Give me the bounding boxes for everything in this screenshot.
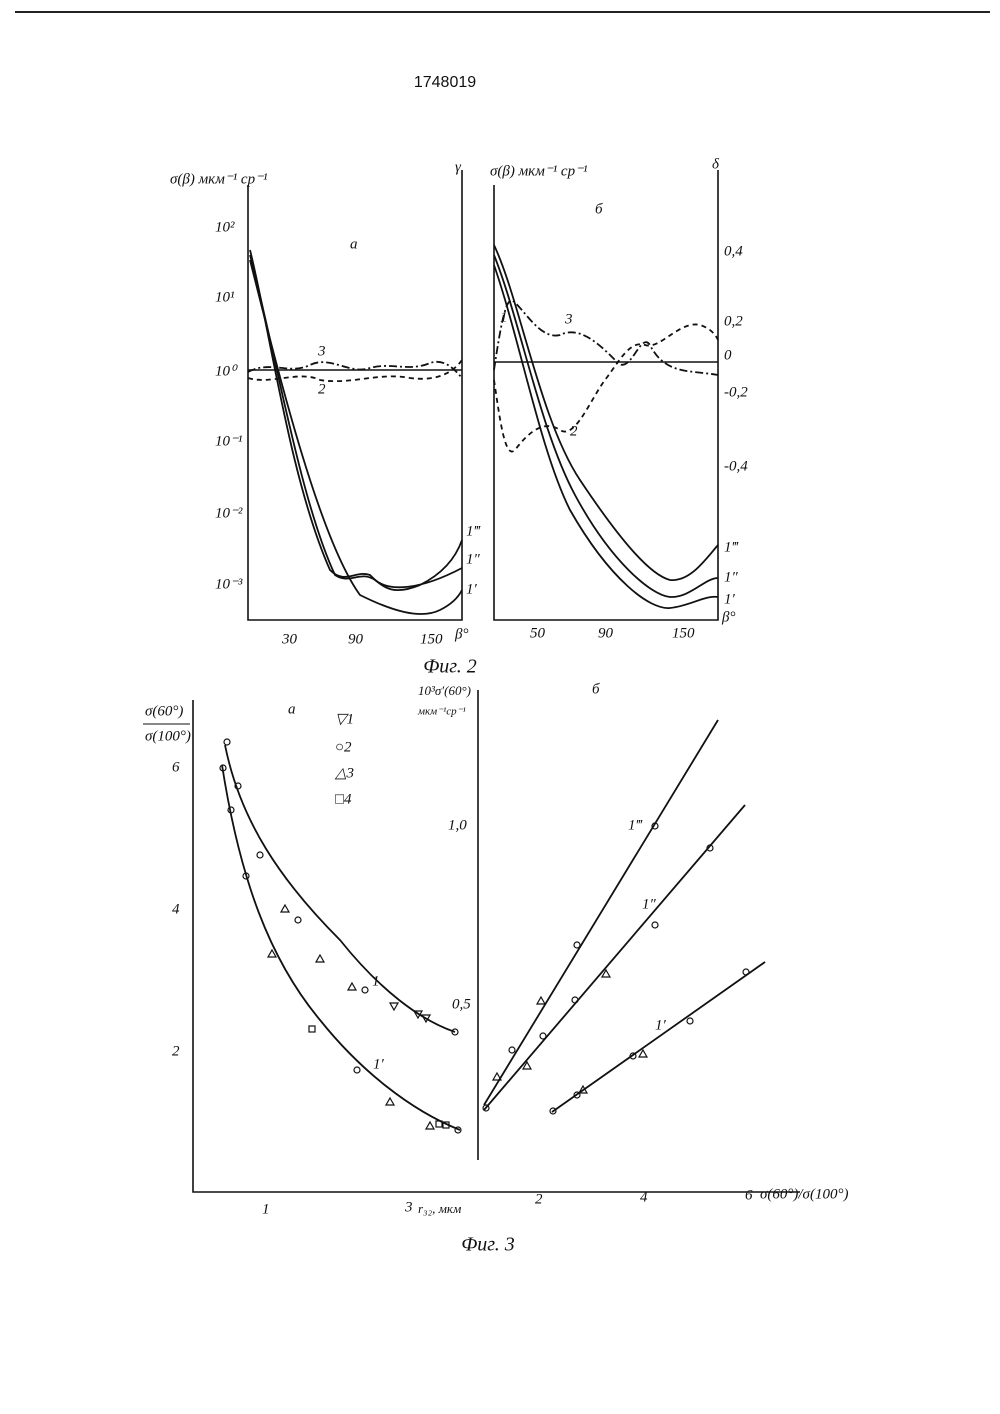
curve-label: 1‴ xyxy=(466,523,482,539)
figure-caption: Фиг. 3 xyxy=(461,1234,515,1256)
figure3-panel-a: σ(60°) σ(100°) а ▽1 ○2 △3 □4 6 4 2 1 3 r… xyxy=(143,700,800,1217)
y-label-top: σ(60°) xyxy=(145,703,183,719)
y2-tick-label: -0,2 xyxy=(724,384,748,400)
x-tick-label: 150 xyxy=(420,631,443,647)
x-label: β° xyxy=(721,609,735,625)
curve-label: 3 xyxy=(317,343,326,359)
curve xyxy=(222,765,460,1130)
x-tick-label: 1 xyxy=(262,1201,270,1217)
y-tick-label: 4 xyxy=(172,901,180,917)
y2-tick-label: -0,4 xyxy=(724,458,748,474)
x-tick-label: 4 xyxy=(640,1189,648,1205)
patent-number: 1748019 xyxy=(414,74,476,91)
figure-caption: Фиг. 2 xyxy=(423,656,477,678)
legend-entry: ○2 xyxy=(335,739,352,755)
y-tick-label: 2 xyxy=(172,1043,180,1059)
y-label: σ(β) мкм⁻¹ ср⁻¹ xyxy=(170,171,268,187)
curve-label: 1′ xyxy=(373,1056,385,1072)
curve-label: 1″ xyxy=(642,896,657,912)
y-label-top: 10³σ′(60°) xyxy=(418,683,471,698)
figure2-panel-a: σ(β) мкм⁻¹ ср⁻¹ γ а 10² 10¹ 10⁰ 10⁻¹ 10⁻… xyxy=(170,159,482,647)
x-tick-label: 90 xyxy=(348,631,364,647)
curve-label: 1′ xyxy=(724,591,736,607)
y-tick-label: 10⁻¹ xyxy=(215,433,243,449)
y-tick-label: 1,0 xyxy=(448,817,467,833)
panel-label: а xyxy=(288,701,296,717)
y2-tick-label: 0 xyxy=(724,347,732,363)
figure3-panel-b: 10³σ′(60°) мкм⁻¹ср⁻¹ б 1,0 0,5 2 4 6 σ(6… xyxy=(417,681,848,1207)
curve xyxy=(225,745,455,1032)
x-tick-label: 50 xyxy=(530,625,546,641)
y2-label: δ xyxy=(712,156,720,172)
panel-label: а xyxy=(350,236,358,252)
curve-label: 1′ xyxy=(655,1017,667,1033)
line xyxy=(484,720,718,1105)
curve-label: 1 xyxy=(372,973,380,989)
y2-tick-label: 0,4 xyxy=(724,243,743,259)
y-tick-label: 10⁻² xyxy=(215,505,243,521)
curve-label: 1′ xyxy=(466,581,478,597)
x-tick-label: 6 xyxy=(745,1187,753,1203)
markers xyxy=(483,823,749,1114)
x-label: σ(60°)/σ(100°) xyxy=(760,1186,848,1202)
curve-label: 1 xyxy=(500,309,508,325)
y-label-bottom: мкм⁻¹ср⁻¹ xyxy=(417,706,466,718)
y-label: σ(β) мкм⁻¹ ср⁻¹ xyxy=(490,163,588,179)
x-tick-label: 2 xyxy=(535,1191,543,1207)
page: 1748019 σ(β) мкм⁻¹ ср⁻¹ γ а 10² 10¹ 10⁰ … xyxy=(0,0,1000,1414)
curve-label: 1″ xyxy=(466,551,481,567)
curve xyxy=(250,255,462,587)
curve xyxy=(494,255,718,597)
curve-label: 2 xyxy=(570,423,578,439)
curve-label: 1‴ xyxy=(628,817,644,833)
x-tick-label: 90 xyxy=(598,625,614,641)
curve xyxy=(250,260,462,614)
y-tick-label: 10⁰ xyxy=(215,363,238,379)
x-tick-label: 30 xyxy=(281,631,298,647)
y-tick-label: 6 xyxy=(172,759,180,775)
axes xyxy=(494,170,718,620)
curve-label: 1″ xyxy=(724,569,739,585)
legend-entry: ▽1 xyxy=(335,711,354,727)
panel-label: б xyxy=(592,681,600,697)
y-tick-label: 10¹ xyxy=(215,289,235,305)
axes xyxy=(193,700,800,1192)
y-tick-label: 10² xyxy=(215,219,235,235)
y2-label: γ xyxy=(455,159,462,175)
panel-label: б xyxy=(595,201,603,217)
y-label-bottom: σ(100°) xyxy=(145,728,191,744)
y-tick-label: 10⁻³ xyxy=(215,576,243,592)
curve xyxy=(250,250,462,590)
curve xyxy=(494,245,718,580)
line xyxy=(552,962,765,1112)
curve-label: 2 xyxy=(318,381,326,397)
legend-entry: △3 xyxy=(334,765,354,781)
y-tick-label: 0,5 xyxy=(452,996,471,1012)
x-tick-label: 150 xyxy=(672,625,695,641)
figure2-panel-b: σ(β) мкм⁻¹ ср⁻¹ δ б 0,4 0,2 0 -0,2 -0,4 … xyxy=(490,156,748,641)
y2-tick-label: 0,2 xyxy=(724,313,743,329)
curve-label: 3 xyxy=(564,311,573,327)
line xyxy=(484,805,745,1110)
legend-entry: □4 xyxy=(335,791,352,807)
x-label: β° xyxy=(454,626,468,642)
x-label: r₃₂, мкм xyxy=(418,1201,461,1216)
curve-label: 1‴ xyxy=(724,539,740,555)
x-tick-label: 3 xyxy=(404,1199,413,1215)
